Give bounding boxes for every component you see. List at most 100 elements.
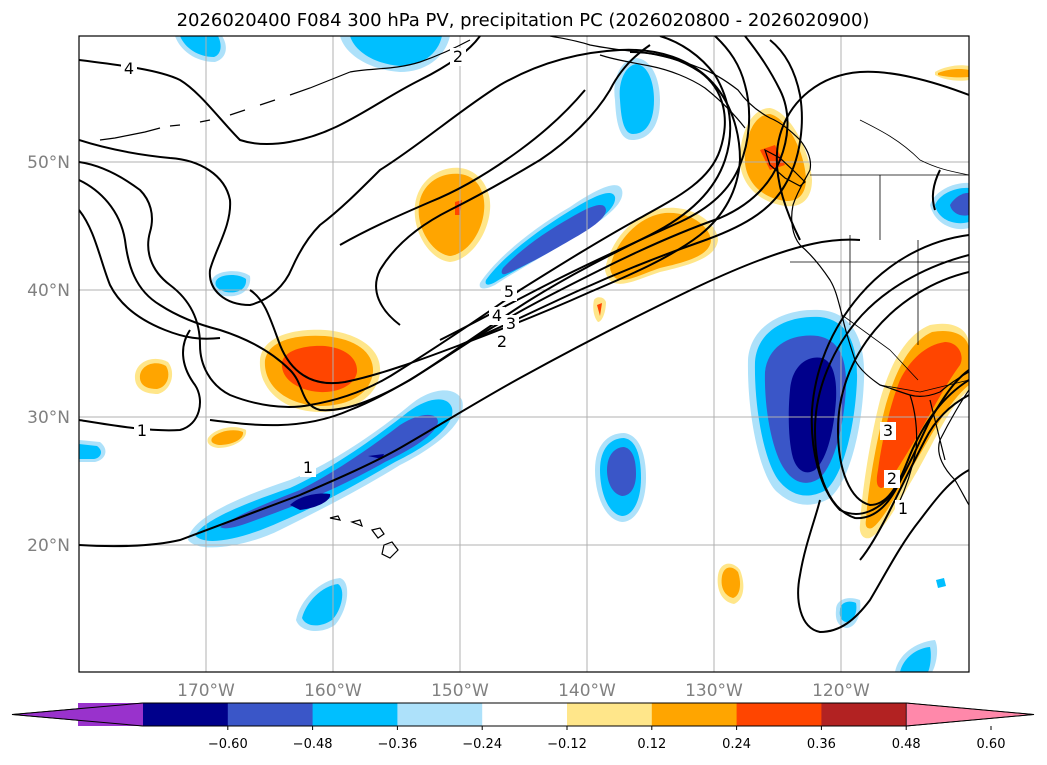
contour-label: 3 [506,314,516,333]
pv-contours [79,36,969,634]
colorbar-ticks: −0.60 −0.48 −0.36 −0.24 −0.12 0.12 0.24 0.36 0.4… [208,726,1006,752]
map-content: 4 2 5 4 3 2 1 1 3 2 1 [79,36,969,672]
pv-contour [339,89,586,246]
precip-area [501,204,606,275]
contour-label: 5 [504,282,514,301]
precip-area [215,275,247,293]
lon-tick-label: 160°W [304,681,362,701]
precip-area [302,584,343,626]
precip-positive-areas [134,65,969,604]
contour-label: 1 [303,458,313,477]
colorbar-tick-label: 0.48 [892,737,921,752]
contour-label: 2 [497,332,507,351]
colorbar-segment [651,703,738,726]
precip-area [211,430,244,445]
precip-area [418,173,485,256]
precip-area [610,212,711,280]
pv-contour [836,271,969,507]
colorbar-tick-label: 0.36 [807,737,836,752]
pv-contour [797,394,969,634]
colorbar-tick-label: −0.24 [462,737,502,752]
precip-area [281,345,358,393]
figure-title: 2026020400 F084 300 hPa PV, precipitatio… [177,10,870,31]
hawaii [329,515,399,559]
pv-contour [79,329,201,432]
contour-label: 2 [453,47,463,66]
precip-area [350,36,442,66]
contour-label: 1 [898,499,908,518]
precip-area [139,363,169,389]
contour-label: 1 [137,421,147,440]
pv-contour [79,48,742,385]
pv-contour [79,209,221,340]
graticule [79,36,969,672]
colorbar-tick-label: −0.60 [208,737,248,752]
precip-area [220,414,438,529]
precip-area [938,69,969,78]
colorbar-segment [397,703,483,726]
precip-area [290,493,331,510]
colorbar-segment [482,703,568,726]
contour-label: 4 [492,306,502,325]
lat-tick-label: 20°N [27,536,70,556]
colorbar-segments [11,702,1035,727]
lat-tick-label: 40°N [27,281,70,301]
lat-tick-label: 30°N [27,408,70,428]
colorbar-tick-label: 0.12 [637,737,666,752]
lon-tick-label: 170°W [177,681,235,701]
pv-contour [375,44,651,326]
lon-tick-label: 140°W [558,681,616,701]
lon-tick-label: 130°W [685,681,743,701]
contour-label: 4 [124,59,134,78]
colorbar-segment [736,703,822,726]
pv-contour [813,254,969,520]
precip-area [597,303,602,316]
colorbar-segment [143,703,229,726]
colorbar-outline [11,702,1035,727]
colorbar-over-arrow [905,702,1035,727]
colorbar-segment [312,703,398,726]
pv-contour [79,51,726,408]
lon-tick-labels: 170°W 160°W 150°W 140°W 130°W 120°W [177,681,870,701]
colorbar-tick-label: 0.60 [977,737,1006,752]
lat-tick-labels: 20°N 30°N 40°N 50°N [27,153,70,556]
colorbar-segment [821,703,907,726]
precip-area [79,444,101,459]
precip-area [721,567,741,598]
precip-area [900,647,931,672]
pv-contour [79,36,481,146]
colorbar-segment [227,703,314,726]
pv-contour [931,169,941,211]
colorbar-under-segment [78,703,143,726]
pv-contour [439,36,751,341]
pv-contour [79,238,861,548]
pv-contour-labels: 4 2 5 4 3 2 1 1 3 2 1 [121,47,911,518]
colorbar-tick-label: −0.36 [377,737,417,752]
precip-area [607,447,636,496]
colorbar-segment [567,703,653,726]
pv-contour [775,70,969,241]
aleutians [99,71,351,141]
alaska-coast [349,39,746,129]
lat-tick-label: 50°N [27,153,70,173]
pv-contour [459,39,803,346]
contour-label: 2 [887,469,897,488]
lon-tick-label: 150°W [431,681,489,701]
precip-area [950,192,969,216]
colorbar: −0.60 −0.48 −0.36 −0.24 −0.12 0.12 0.24 0.36 0.4… [11,702,1035,752]
lon-tick-label: 120°W [812,681,870,701]
colorbar-tick-label: −0.12 [547,737,587,752]
colorbar-tick-label: 0.24 [722,737,751,752]
precip-area [619,64,654,134]
precip-negative-areas [79,36,969,672]
contour-label: 3 [883,421,893,440]
precip-area [876,342,962,488]
pv-contour [209,36,789,427]
precip-area [936,578,946,588]
map-frame [78,35,970,673]
precip-area [839,601,857,622]
colorbar-tick-label: −0.48 [293,737,333,752]
precip-area [180,36,221,57]
vancouver-island [763,148,806,187]
